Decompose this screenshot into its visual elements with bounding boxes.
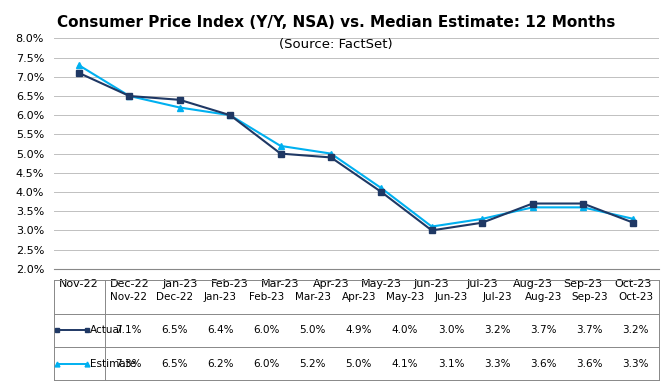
Text: 3.6%: 3.6%	[530, 359, 556, 369]
Text: Dec-22: Dec-22	[156, 292, 193, 302]
Text: Consumer Price Index (Y/Y, NSA) vs. Median Estimate: 12 Months: Consumer Price Index (Y/Y, NSA) vs. Medi…	[57, 15, 615, 30]
Text: May-23: May-23	[386, 292, 424, 302]
Text: Mar-23: Mar-23	[295, 292, 331, 302]
Text: 3.3%: 3.3%	[622, 359, 648, 369]
Text: 4.9%: 4.9%	[345, 325, 372, 335]
Text: Sep-23: Sep-23	[571, 292, 607, 302]
Text: Estimate: Estimate	[90, 359, 136, 369]
Text: 7.3%: 7.3%	[115, 359, 142, 369]
Text: 3.0%: 3.0%	[438, 325, 464, 335]
Text: 4.0%: 4.0%	[392, 325, 418, 335]
Text: 5.0%: 5.0%	[345, 359, 372, 369]
Text: 6.5%: 6.5%	[161, 325, 187, 335]
Text: 3.7%: 3.7%	[576, 325, 603, 335]
Text: 6.5%: 6.5%	[161, 359, 187, 369]
Text: Jan-23: Jan-23	[204, 292, 237, 302]
Text: Jul-23: Jul-23	[482, 292, 512, 302]
Text: 6.0%: 6.0%	[253, 359, 280, 369]
Text: 7.1%: 7.1%	[115, 325, 142, 335]
Text: Oct-23: Oct-23	[618, 292, 653, 302]
Text: Feb-23: Feb-23	[249, 292, 284, 302]
Text: Aug-23: Aug-23	[525, 292, 562, 302]
Text: 4.1%: 4.1%	[392, 359, 418, 369]
Text: Actual: Actual	[90, 325, 123, 335]
Text: 3.2%: 3.2%	[622, 325, 648, 335]
Text: 3.7%: 3.7%	[530, 325, 556, 335]
Text: Nov-22: Nov-22	[110, 292, 146, 302]
Text: 3.2%: 3.2%	[484, 325, 511, 335]
Text: 6.2%: 6.2%	[207, 359, 234, 369]
Text: Apr-23: Apr-23	[341, 292, 376, 302]
Text: (Source: FactSet): (Source: FactSet)	[279, 38, 393, 51]
Text: 3.1%: 3.1%	[437, 359, 464, 369]
Text: 5.2%: 5.2%	[300, 359, 326, 369]
Text: 6.4%: 6.4%	[207, 325, 234, 335]
Text: 3.3%: 3.3%	[484, 359, 511, 369]
Text: 3.6%: 3.6%	[576, 359, 603, 369]
Text: Jun-23: Jun-23	[434, 292, 468, 302]
Text: 5.0%: 5.0%	[300, 325, 326, 335]
Text: 6.0%: 6.0%	[253, 325, 280, 335]
